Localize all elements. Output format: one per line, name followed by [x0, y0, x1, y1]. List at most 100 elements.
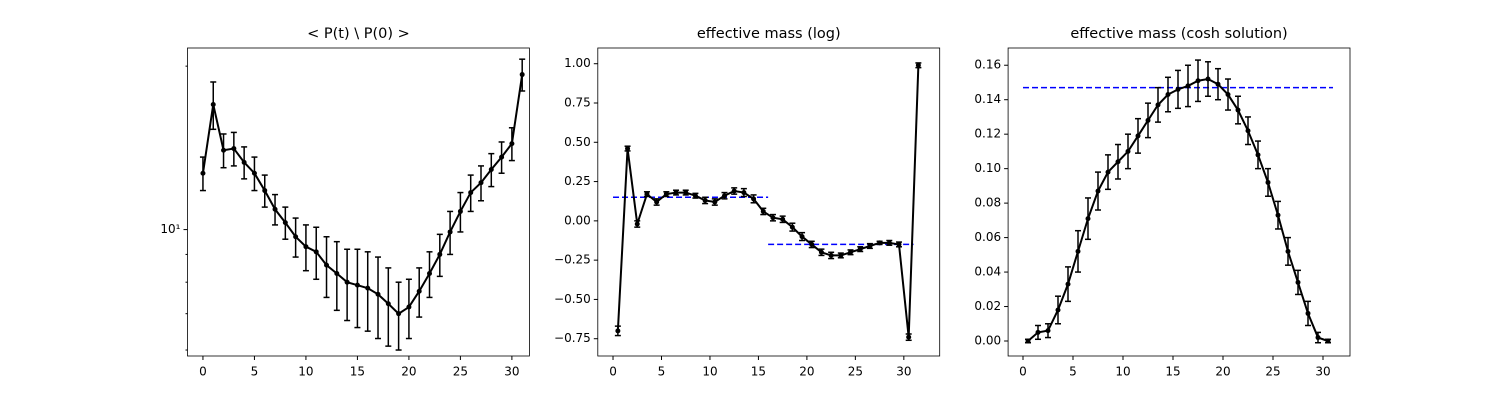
data-point: [1045, 328, 1051, 334]
data-point: [741, 190, 747, 196]
data-point: [1295, 279, 1301, 285]
data-point: [519, 72, 525, 78]
x-tick-label: 10: [702, 365, 717, 379]
data-point: [324, 262, 330, 268]
chart-title: < P(t) \ P(0) >: [307, 26, 410, 42]
y-tick-label: 0.06: [974, 230, 1001, 244]
data-point: [1085, 216, 1091, 222]
x-tick-label: 30: [896, 365, 911, 379]
data-point: [210, 101, 216, 107]
data-point: [838, 252, 844, 258]
y-tick-label: 0.00: [564, 213, 591, 227]
y-tick-label: 0.12: [974, 127, 1001, 141]
data-point: [1155, 102, 1161, 108]
x-tick-label: 10: [298, 365, 313, 379]
axes-frame: [597, 47, 941, 357]
data-point: [886, 240, 892, 246]
y-tick-label: −0.75: [554, 331, 591, 345]
data-point: [478, 180, 484, 186]
data-point: [751, 196, 757, 202]
axes-frame: [1007, 47, 1351, 357]
data-point: [293, 234, 299, 240]
data-point: [1185, 83, 1191, 89]
data-point: [1325, 338, 1331, 344]
data-point: [1225, 92, 1231, 98]
x-tick-label: 5: [658, 365, 666, 379]
data-point: [760, 208, 766, 214]
data-point: [437, 251, 443, 257]
data-point: [303, 244, 309, 250]
data-point: [1125, 148, 1131, 154]
data-point: [799, 234, 805, 240]
y-tick-label: −0.50: [554, 292, 591, 306]
data-point: [721, 193, 727, 199]
data-point: [354, 282, 360, 288]
data-point: [272, 206, 278, 212]
x-tick-label: 30: [1315, 365, 1330, 379]
data-point: [1115, 159, 1121, 165]
data-point: [1255, 152, 1261, 158]
data-point: [818, 249, 824, 255]
axes-frame: [187, 47, 530, 357]
data-point: [375, 291, 381, 297]
data-point: [427, 271, 433, 277]
x-tick-label: 20: [799, 365, 814, 379]
data-point: [915, 62, 921, 68]
data-point: [1025, 338, 1031, 344]
x-tick-label: 20: [1215, 365, 1230, 379]
data-point: [1035, 329, 1041, 335]
data-point: [906, 334, 912, 340]
data-point: [231, 146, 237, 152]
y-tick-label: 0.10: [974, 161, 1001, 175]
y-tick-label: 1.00: [564, 56, 591, 70]
data-point: [1105, 169, 1111, 175]
data-point: [1265, 179, 1271, 185]
data-point: [1145, 117, 1151, 123]
data-point: [770, 215, 776, 221]
data-point: [251, 170, 257, 176]
x-tick-label: 30: [504, 365, 519, 379]
data-point: [1315, 335, 1321, 341]
data-line: [201, 74, 524, 315]
data-point: [499, 154, 505, 160]
y-tick-label: −0.25: [554, 253, 591, 267]
data-point: [344, 279, 350, 285]
y-tick-label: 0.16: [974, 58, 1001, 72]
data-point: [634, 221, 640, 227]
data-point: [365, 285, 371, 291]
x-tick-label: 0: [1019, 365, 1027, 379]
y-tick-label: 0.75: [564, 96, 591, 110]
y-tick-label: 0.14: [974, 92, 1001, 106]
data-point: [221, 147, 227, 153]
x-tick-label: 5: [1069, 365, 1077, 379]
data-point: [1245, 128, 1251, 134]
data-point: [1075, 248, 1081, 254]
data-point: [282, 220, 288, 226]
data-point: [334, 271, 340, 277]
chart-title: effective mass (log): [697, 26, 841, 42]
x-tick-label: 25: [848, 365, 863, 379]
data-point: [241, 159, 247, 165]
x-tick-label: 20: [401, 365, 416, 379]
data-point: [712, 199, 718, 205]
chart-title: effective mass (cosh solution): [1070, 26, 1287, 42]
x-tick-label: 0: [609, 365, 617, 379]
data-point: [673, 190, 679, 196]
x-tick-label: 25: [453, 365, 468, 379]
data-point: [457, 208, 463, 214]
data-point: [509, 141, 515, 147]
data-point: [1285, 248, 1291, 254]
x-tick-label: 0: [199, 365, 207, 379]
data-point: [468, 190, 474, 196]
data-point: [663, 191, 669, 197]
data-point: [406, 304, 412, 310]
data-point: [262, 188, 268, 194]
data-point: [896, 241, 902, 247]
y-tick-label: 0.02: [974, 299, 1001, 313]
data-point: [1095, 188, 1101, 194]
data-point: [848, 249, 854, 255]
x-tick-label: 25: [1265, 365, 1280, 379]
y-tick-label: 0.25: [564, 174, 591, 188]
data-point: [692, 193, 698, 199]
